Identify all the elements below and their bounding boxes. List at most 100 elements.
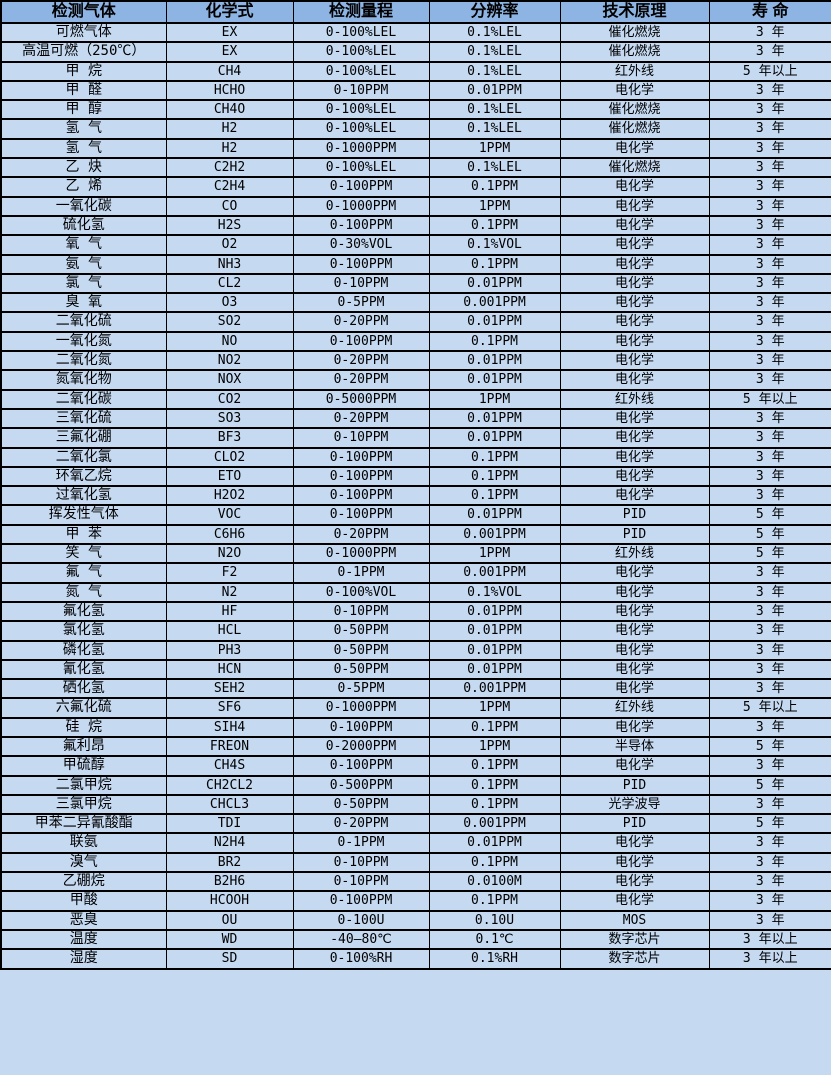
- table-cell: NO: [165, 330, 294, 353]
- table-cell: EX: [165, 41, 294, 63]
- table-cell: 0-50PPM: [292, 793, 430, 816]
- table-cell: 电化学: [559, 272, 710, 295]
- table-cell: 一氧化碳: [0, 195, 167, 217]
- table-cell: 0-10PPM: [292, 600, 430, 623]
- table-cell: 0.01PPM: [428, 79, 561, 102]
- table-cell: 电化学: [559, 176, 710, 198]
- table-cell: 电化学: [559, 330, 710, 353]
- table-cell: 0-1PPM: [292, 562, 430, 584]
- table-cell: 0.01PPM: [428, 272, 561, 295]
- table-cell: 0.1℃: [428, 928, 561, 951]
- table-row: 甲 烷 CH4 0-100%LEL 0.1%LEL 红外线 5 年以上: [0, 60, 831, 82]
- table-cell: 电化学: [559, 465, 710, 488]
- table-cell: 3 年: [708, 157, 831, 179]
- table-row: 臭 氧 O3 0-5PPM 0.001PPM 电化学 3 年: [0, 292, 831, 314]
- table-cell: 电化学: [559, 620, 710, 642]
- table-cell: 0-100PPM: [292, 176, 430, 198]
- table-cell: 甲 醇: [0, 99, 167, 121]
- table-body: 可燃气体 EX 0-100%LEL 0.1%LEL 催化燃烧 3 年高温可燃（250℃） E…: [0, 21, 831, 970]
- table-cell: 0-5PPM: [292, 292, 430, 314]
- table-row: 磷化氢 PH3 0-50PPM 0.01PPM 电化学 3 年: [0, 639, 831, 661]
- table-cell: 氧 气: [0, 234, 167, 256]
- table-cell: 0-5000PPM: [292, 388, 430, 410]
- table-cell: 0-10PPM: [292, 79, 430, 102]
- table-cell: 0-10PPM: [292, 871, 430, 893]
- table-cell: 0-20PPM: [292, 523, 430, 546]
- table-cell: EX: [165, 21, 294, 44]
- table-cell: 二氧化氮: [0, 350, 167, 372]
- table-cell: 0-1000PPM: [292, 195, 430, 217]
- table-cell: 0.1PPM: [428, 890, 561, 912]
- table-row: 联氨 N2H4 0-1PPM 0.01PPM 电化学 3 年: [0, 832, 831, 854]
- table-cell: 氢 气: [0, 137, 167, 160]
- table-cell: C2H2: [165, 157, 294, 179]
- table-cell: 0-100%LEL: [292, 157, 430, 179]
- table-cell: 催化燃烧: [559, 157, 710, 179]
- table-cell: H2O2: [165, 485, 294, 507]
- column-header-2: 检测量程: [292, 0, 430, 24]
- table-cell: 3 年: [708, 79, 831, 102]
- table-cell: 电化学: [559, 485, 710, 507]
- table-cell: BF3: [165, 427, 294, 449]
- table-cell: 0-100%RH: [292, 948, 430, 970]
- table-cell: OU: [165, 909, 294, 931]
- gas-detection-spec-table: 检测气体 化学式 检测量程 分辨率 技术原理寿 命 可燃气体 EX 0-100%LEL 0.1…: [0, 0, 831, 970]
- table-cell: 0-100U: [292, 909, 430, 931]
- table-cell: 3 年: [708, 485, 831, 507]
- table-cell: 0-2000PPM: [292, 735, 430, 758]
- table-cell: 0-50PPM: [292, 620, 430, 642]
- table-cell: 0.1PPM: [428, 755, 561, 777]
- table-cell: 0-100%LEL: [292, 118, 430, 140]
- table-cell: 0-10PPM: [292, 427, 430, 449]
- table-cell: 数字芯片: [559, 948, 710, 970]
- table-cell: SF6: [165, 697, 294, 719]
- table-cell: 0.1%LEL: [428, 118, 561, 140]
- table-cell: PID: [559, 523, 710, 546]
- table-row: 甲 醇 CH4O 0-100%LEL 0.1%LEL 催化燃烧 3 年: [0, 99, 831, 121]
- table-cell: 甲硫醇: [0, 755, 167, 777]
- table-cell: 3 年: [708, 562, 831, 584]
- table-cell: PID: [559, 504, 710, 526]
- table-cell: 0.001PPM: [428, 523, 561, 546]
- table-cell: 电化学: [559, 851, 710, 874]
- table-cell: 0.01PPM: [428, 504, 561, 526]
- table-row: 硫化氢 H2S 0-100PPM 0.1PPM 电化学 3 年: [0, 214, 831, 237]
- table-row: 高温可燃（250℃） EX 0-100%LEL 0.1%LEL 催化燃烧 3 年: [0, 41, 831, 63]
- table-cell: 0-10PPM: [292, 851, 430, 874]
- table-cell: 3 年以上: [708, 948, 831, 970]
- table-cell: 5 年: [708, 523, 831, 546]
- table-row: 湿度 SD 0-100%RH 0.1%RH 数字芯片 3 年以上: [0, 948, 831, 970]
- table-cell: 0.001PPM: [428, 813, 561, 835]
- table-row: 氟利昂 FREON 0-2000PPM 1PPM 半导体 5 年: [0, 735, 831, 758]
- table-cell: 二氯甲烷: [0, 774, 167, 796]
- table-cell: 0-1000PPM: [292, 543, 430, 565]
- table-cell: N2H4: [165, 832, 294, 854]
- table-cell: 高温可燃（250℃）: [0, 41, 167, 63]
- table-cell: SO2: [165, 311, 294, 333]
- table-cell: 0.01PPM: [428, 620, 561, 642]
- table-cell: 0-20PPM: [292, 369, 430, 391]
- table-cell: 电化学: [559, 369, 710, 391]
- table-cell: BR2: [165, 851, 294, 874]
- table-cell: 电化学: [559, 253, 710, 275]
- table-cell: 5 年: [708, 813, 831, 835]
- table-cell: 1PPM: [428, 543, 561, 565]
- table-cell: 电化学: [559, 195, 710, 217]
- table-cell: N2: [165, 581, 294, 603]
- table-cell: 溴气: [0, 851, 167, 874]
- table-cell: 3 年: [708, 350, 831, 372]
- column-header-1: 化学式: [165, 0, 294, 24]
- table-row: 氢 气 H2 0-100%LEL 0.1%LEL 催化燃烧 3 年: [0, 118, 831, 140]
- table-row: 笑 气 N2O 0-1000PPM 1PPM 红外线 5 年: [0, 543, 831, 565]
- table-cell: 0.001PPM: [428, 292, 561, 314]
- table-cell: 5 年: [708, 543, 831, 565]
- table-row: 氮 气 N2 0-100%VOL 0.1%VOL 电化学 3 年: [0, 581, 831, 603]
- table-cell: 1PPM: [428, 697, 561, 719]
- table-cell: 0-50PPM: [292, 639, 430, 661]
- table-cell: 3 年: [708, 446, 831, 468]
- table-cell: 3 年: [708, 716, 831, 738]
- table-cell: 5 年: [708, 735, 831, 758]
- table-cell: 0.1PPM: [428, 793, 561, 816]
- table-cell: 甲 苯: [0, 523, 167, 546]
- table-cell: 1PPM: [428, 735, 561, 758]
